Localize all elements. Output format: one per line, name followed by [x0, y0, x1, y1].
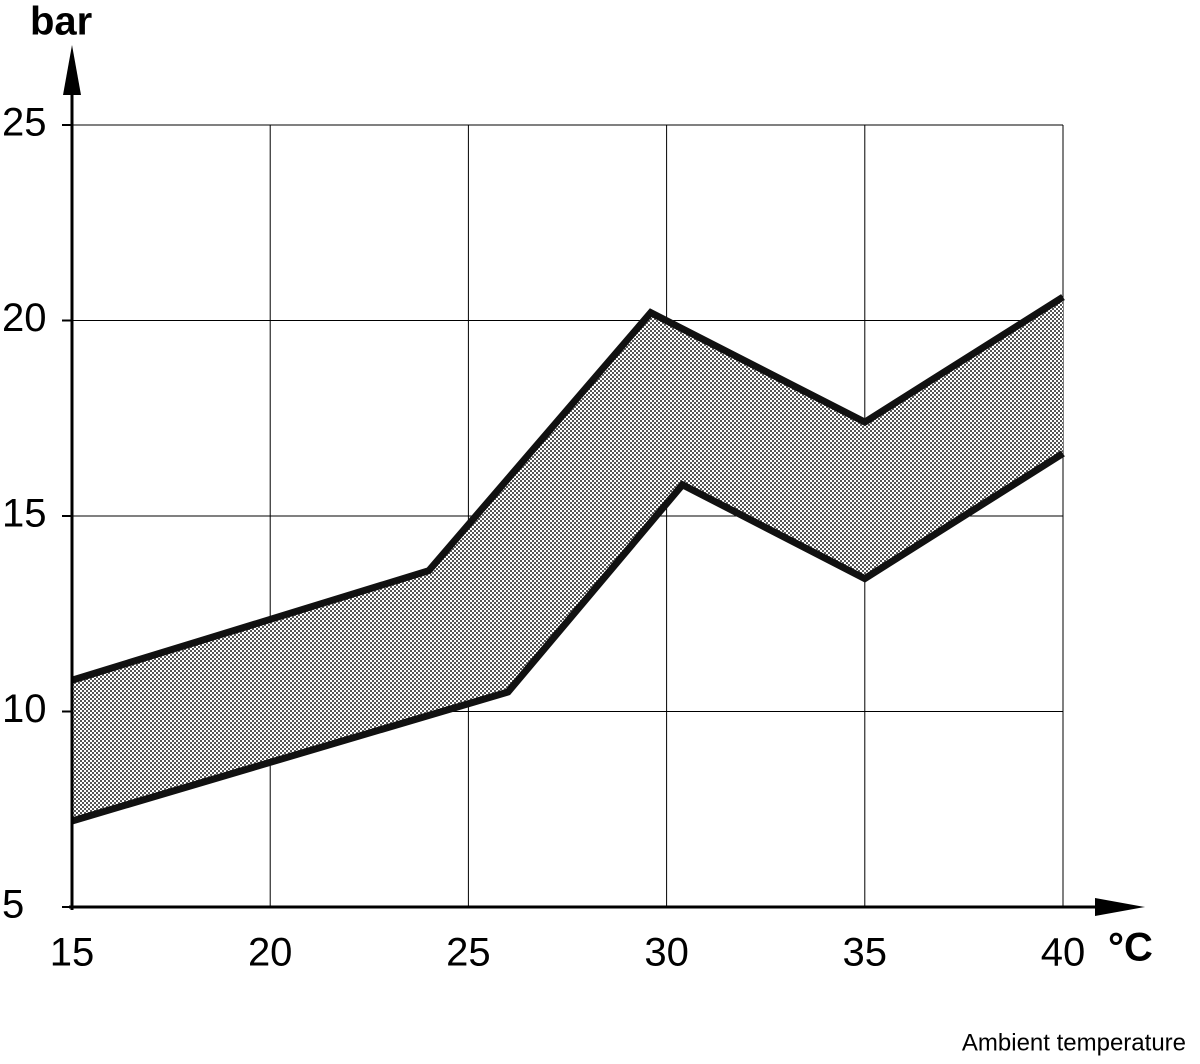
y-axis-arrow [63, 45, 81, 95]
y-tick-label: 20 [2, 296, 47, 340]
y-tick-label: 10 [2, 687, 47, 731]
x-tick-label: 30 [644, 931, 689, 975]
x-tick-label: 35 [843, 931, 888, 975]
y-tick-label: 15 [2, 492, 47, 536]
x-tick-label: 40 [1041, 931, 1086, 975]
x-tick-label: 20 [248, 931, 293, 975]
x-axis-label: Ambient temperature [962, 1029, 1186, 1056]
marks [70, 294, 1065, 825]
band-edge-line [70, 294, 1065, 684]
band-fill [72, 297, 1063, 821]
x-tick-label: 15 [50, 931, 95, 975]
y-tick-label: 25 [2, 101, 47, 145]
x-unit: °C [1108, 926, 1153, 970]
y-axis-label: bar [30, 0, 92, 44]
y-tick-label: 5 [2, 883, 24, 927]
band-edge-line [71, 450, 1065, 825]
x-tick-label: 25 [446, 931, 491, 975]
x-axis-arrow [1095, 898, 1145, 916]
